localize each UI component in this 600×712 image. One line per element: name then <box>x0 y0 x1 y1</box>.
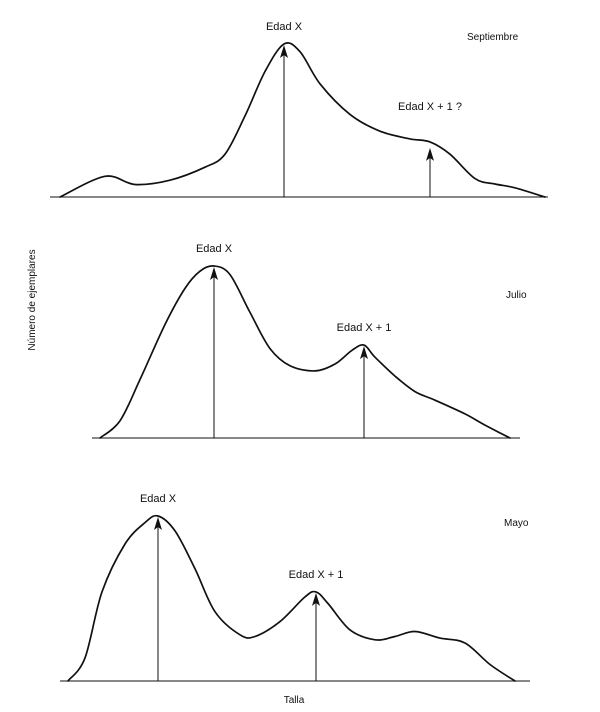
peak-label: Edad X + 1 <box>337 322 392 334</box>
peak-arrow-head <box>154 517 162 530</box>
peak-arrow-head <box>426 147 434 161</box>
panel-title-mayo: Mayo <box>504 518 529 529</box>
peak-arrow-head <box>280 45 288 58</box>
x-axis-title: Talla <box>284 695 305 706</box>
panel-title-julio: Julio <box>506 290 527 301</box>
peak-arrow-head <box>312 592 320 606</box>
panel-mayo: Mayo Edad X Edad X + 1 <box>60 493 530 682</box>
y-axis-title: Número de ejemplares <box>27 249 38 350</box>
peak-label: Edad X + 1 ? <box>398 101 462 113</box>
peak-label: Edad X <box>196 243 233 255</box>
peak-arrow-head <box>360 346 368 360</box>
peak-arrow-head <box>210 267 218 280</box>
peak-label: Edad X + 1 <box>289 569 344 581</box>
panel-title-septiembre: Septiembre <box>467 32 519 43</box>
distribution-curve <box>99 265 511 439</box>
peak-label: Edad X <box>140 493 177 505</box>
distribution-curve <box>67 514 516 682</box>
panel-septiembre: Septiembre Edad X Edad X + 1 ? <box>50 21 548 198</box>
panel-julio: Julio Edad X Edad X + 1 <box>92 243 527 439</box>
peak-label: Edad X <box>266 21 303 33</box>
distribution-curve <box>59 42 546 198</box>
